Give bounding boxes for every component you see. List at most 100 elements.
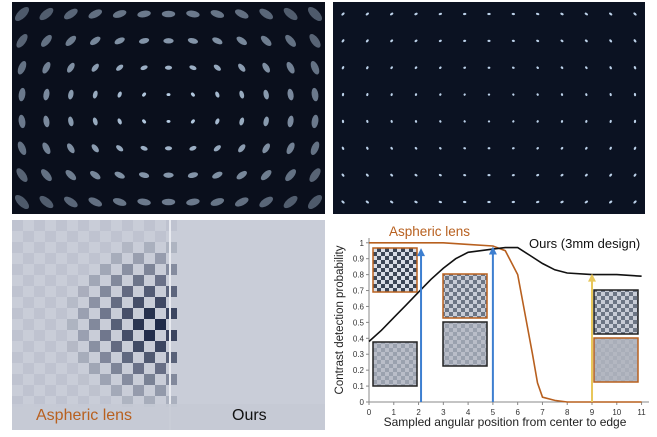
checker-square [166,264,177,275]
psf-spot [585,93,588,97]
psf-spot [341,173,345,177]
checker-square [34,374,45,385]
checker-square [155,253,166,264]
psf-spot [42,61,51,74]
aspheric-lens-caption: Aspheric lens [36,407,133,424]
checker-square [144,242,155,253]
checker-square [34,330,45,341]
checker-square [45,253,56,264]
checker-square [111,275,122,286]
psf-spot [390,39,394,43]
x-tick-label: 1 [392,408,397,417]
psf-spot [166,120,171,123]
psf-spot [609,146,612,150]
psf-spot [65,170,77,181]
checkerboard-comparison [12,220,325,430]
psf-spot [341,39,345,43]
psf-spot [287,115,294,128]
checker-square [45,319,56,330]
psf-spot [238,63,246,72]
psf-spot [609,39,613,43]
contrast-detection-chart: 0 0.1 0.2 0.3 0.4 0.5 0.6 0.7 0.8 0.9 1 0 1 2 3 4 5 6 7 8 9… [333,220,653,432]
psf-spot [487,12,491,16]
psf-spot [609,173,613,177]
psf-spot [438,173,442,177]
checker-square [144,308,155,319]
legend-aspheric: Aspheric lens [389,224,470,239]
checker-square [23,253,34,264]
checker-square [133,341,144,352]
checker-square [111,363,122,374]
x-tick-label: 9 [590,408,595,417]
psf-spot [307,6,323,22]
psf-spot [390,12,394,16]
checker-square [155,275,166,286]
psf-spot [41,34,52,47]
psf-spot [390,200,394,204]
psf-spot [414,120,418,123]
checker-square [111,341,122,352]
checker-square [78,330,89,341]
y-tick-label: 0.1 [353,382,365,391]
psf-spot [365,39,369,43]
psf-spot [390,146,393,150]
psf-spot [164,146,173,151]
checker-square [100,242,111,253]
checker-square [23,319,34,330]
checker-square [111,231,122,242]
psf-spot [414,146,418,150]
psf-spot [609,92,612,97]
psf-grid-aspheric-image [12,2,325,214]
inset-aspheric-center [372,247,418,293]
psf-spot [285,34,296,47]
psf-spot [560,12,564,16]
position-marker-arrowhead [417,248,426,257]
psf-spot [114,37,125,45]
checker-square [122,374,133,385]
psf-spot [186,10,200,18]
checker-square [34,396,45,407]
psf-spot [116,64,124,71]
checker-square [155,363,166,374]
checker-square [111,297,122,308]
x-tick-label: 7 [540,408,545,417]
psf-spot [117,91,122,98]
psf-spot [341,119,345,124]
checker-square [12,242,23,253]
checker-square [23,341,34,352]
psf-grid-ours [341,12,637,204]
checker-square [100,330,111,341]
y-tick-label: 0.6 [353,302,365,311]
psf-spot [283,7,298,21]
checker-square [67,231,78,242]
checker-square [122,220,133,231]
psf-spot [438,39,442,43]
psf-spot [511,200,516,204]
checker-square [166,396,177,407]
psf-spot [390,66,393,70]
psf-spot [16,168,28,182]
psf-spot [210,198,225,206]
psf-spot [341,12,345,16]
psf-spot [239,90,245,99]
psf-spot [560,93,564,96]
psf-spot [259,196,273,208]
psf-spot [215,91,220,98]
checker-square [78,396,89,407]
checker-square [45,385,56,396]
checker-square [56,396,67,407]
psf-spot [414,12,418,16]
psf-spot [189,65,197,71]
psf-spot [91,63,99,72]
checker-square [166,286,177,297]
checker-square [166,308,177,319]
psf-spot [560,173,564,177]
psf-spot [263,89,269,100]
psf-spot [190,92,195,97]
psf-spot [341,66,345,70]
psf-spot [487,66,491,69]
psf-spot [90,36,101,46]
psf-spot [609,12,613,16]
psf-spot [310,141,320,156]
psf-spot [560,146,564,150]
